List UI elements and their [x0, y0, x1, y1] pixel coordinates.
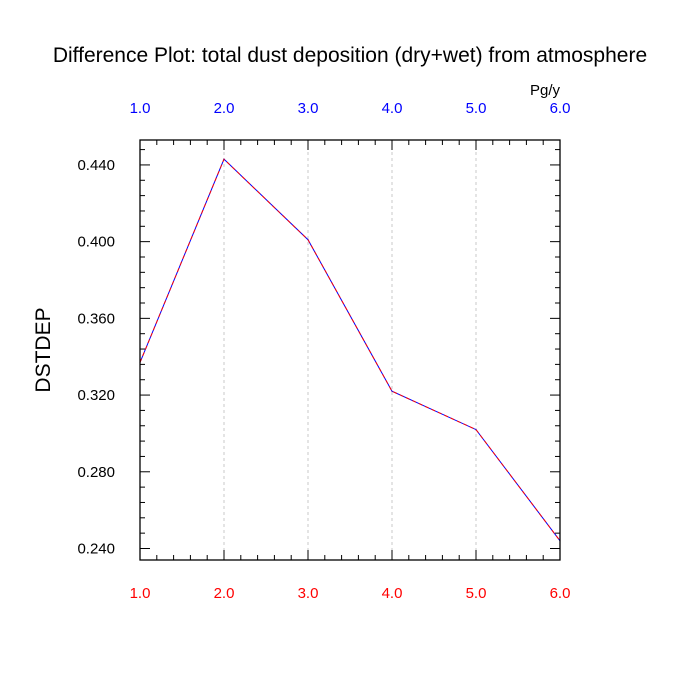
- data-point: [391, 390, 393, 392]
- series-line: [139, 158, 561, 542]
- vertical-grid: [223, 140, 477, 560]
- tick-labels: 1.0 1.0 2.0 2.0 3.0 3.0 4.0 4.0 5.0 5.0 6.0 6.0 0.24…: [77, 100, 570, 602]
- x-tick-label-bottom: 6.0: [550, 585, 571, 602]
- y-tick-label: 0.440: [77, 157, 115, 174]
- x-tick-label-bottom: 5.0: [466, 585, 487, 602]
- plot-frame: [139, 139, 561, 561]
- data-point: [475, 428, 477, 431]
- x-tick-label-bottom: 1.0: [130, 585, 151, 602]
- y-tick-label: 0.360: [77, 310, 115, 327]
- data-point: [307, 239, 309, 241]
- x-tick-label-top: 6.0: [550, 100, 571, 117]
- x-tick-label-top: 3.0: [298, 100, 319, 117]
- x-tick-label-top: 2.0: [214, 100, 235, 117]
- y-tick-label: 0.400: [77, 234, 115, 251]
- chart-title: Difference Plot: total dust deposition (…: [53, 44, 647, 67]
- x-tick-label-bottom: 3.0: [298, 585, 319, 602]
- y-tick-label: 0.240: [77, 540, 115, 557]
- y-tick-label: 0.320: [77, 387, 115, 404]
- x-tick-label-top: 5.0: [466, 100, 487, 117]
- data-point: [223, 158, 225, 160]
- y-tick-label: 0.280: [77, 464, 115, 481]
- x-tick-label-bottom: 4.0: [382, 585, 403, 602]
- axis-ticks: [139, 140, 561, 560]
- x-tick-label-top: 4.0: [382, 100, 403, 117]
- units-label: Pg/y: [530, 82, 561, 99]
- x-tick-label-top: 1.0: [130, 100, 151, 117]
- x-tick-label-bottom: 2.0: [214, 585, 235, 602]
- series-line-overlay: [139, 158, 561, 542]
- y-axis-label: DSTDEP: [32, 307, 55, 392]
- data-series: [139, 158, 561, 542]
